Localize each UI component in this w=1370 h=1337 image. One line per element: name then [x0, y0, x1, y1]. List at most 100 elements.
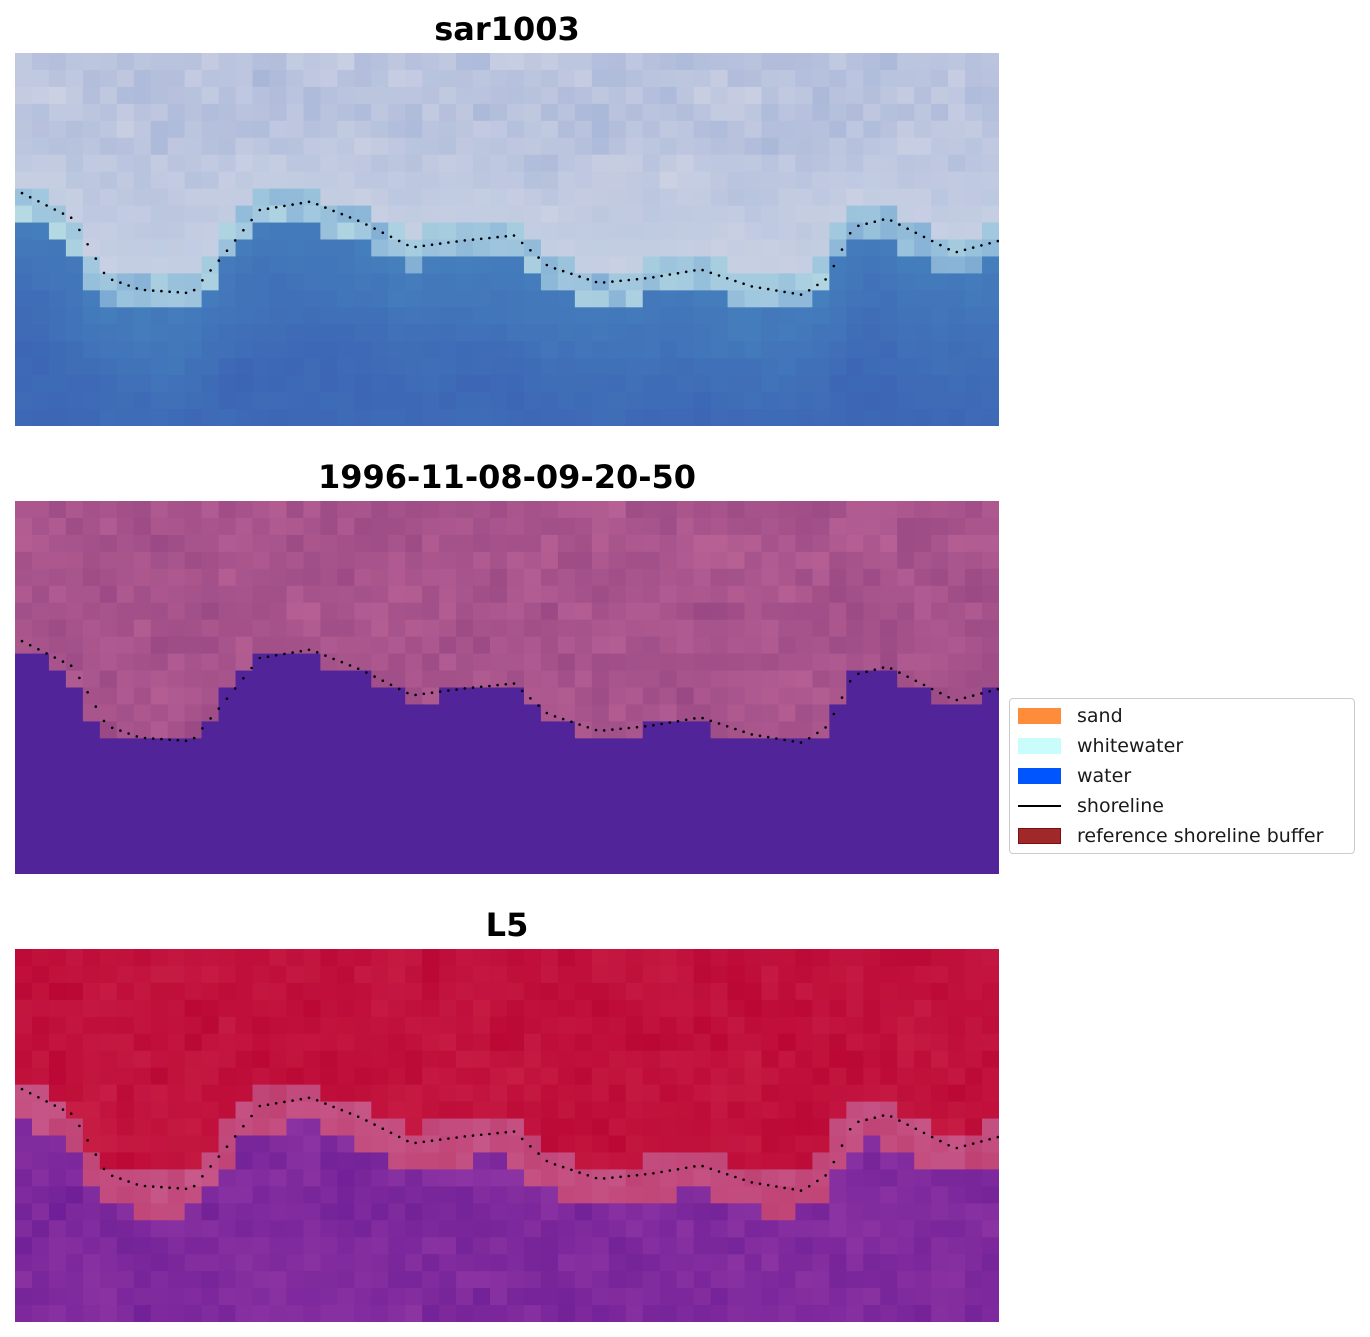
shoreline-point [168, 738, 171, 741]
shoreline-point [996, 239, 999, 243]
shoreline-point [45, 652, 48, 655]
legend-item-water: water [1018, 764, 1131, 788]
shoreline-point [988, 690, 991, 693]
shoreline-point [488, 1132, 491, 1136]
water-swatch [1018, 768, 1061, 784]
shoreline-point [898, 1119, 901, 1122]
shoreline-point [537, 256, 540, 259]
shoreline-point [324, 206, 327, 209]
shoreline-point [611, 728, 614, 731]
shoreline-point [45, 204, 48, 207]
shoreline-point [947, 1143, 950, 1147]
shoreline-point [873, 668, 877, 671]
shoreline-point [971, 1142, 975, 1145]
shoreline-point [110, 278, 114, 282]
shoreline-point [684, 718, 688, 722]
shoreline-point [939, 691, 942, 695]
shoreline-point [693, 1165, 696, 1168]
shoreline-point [586, 278, 590, 281]
shoreline-point [274, 206, 278, 209]
shoreline-point [266, 207, 270, 210]
shoreline-point [479, 237, 483, 241]
shoreline-point [340, 212, 344, 216]
shoreline-point [742, 730, 745, 733]
shoreline-point [389, 683, 393, 687]
shoreline-point [561, 1165, 565, 1169]
shoreline-point [78, 228, 81, 232]
legend-label: water [1077, 765, 1132, 787]
shoreline-point [840, 248, 844, 251]
shoreline-point [406, 1139, 409, 1143]
shoreline-point [717, 722, 721, 725]
shoreline-point [709, 1167, 713, 1171]
shoreline-point [578, 1171, 581, 1174]
shoreline-point [422, 1140, 426, 1144]
shoreline-point [930, 687, 934, 691]
shoreline-point [447, 1137, 450, 1140]
whitewater-swatch [1018, 738, 1061, 754]
shoreline-point [742, 1178, 745, 1181]
shoreline-point [86, 1139, 89, 1142]
shoreline-point [160, 737, 163, 741]
shoreline-point [561, 717, 565, 721]
shoreline-point [775, 1185, 778, 1188]
shoreline-point [512, 1130, 516, 1133]
legend-item-reference-buffer: reference shoreline buffer [1018, 824, 1323, 848]
shoreline-point [914, 1127, 918, 1131]
panel-title-index: L5 [485, 906, 529, 944]
shoreline-point [504, 235, 508, 238]
shoreline-point [299, 201, 303, 205]
shoreline-point [914, 679, 918, 683]
shoreline-point [955, 698, 959, 702]
shoreline-point [734, 279, 737, 283]
shoreline-point [471, 238, 475, 241]
shoreline-point [78, 676, 81, 680]
shoreline-point [283, 652, 286, 656]
shoreline-point [299, 1097, 303, 1101]
shoreline-point [898, 671, 901, 674]
shoreline-point [135, 287, 139, 290]
shoreline-point [750, 1181, 754, 1184]
shoreline-point [102, 1167, 106, 1171]
shoreline-point [217, 259, 221, 262]
shoreline-point [947, 247, 950, 251]
shoreline-point [225, 697, 229, 700]
shoreline-point [881, 666, 885, 669]
shoreline-point [824, 726, 827, 729]
shoreline-point [643, 725, 647, 728]
shoreline-point [332, 657, 335, 661]
shoreline-point [135, 1183, 139, 1186]
shoreline-point [766, 1183, 770, 1187]
shoreline-point [570, 720, 573, 724]
shoreline-point [373, 227, 376, 230]
shoreline-point [848, 679, 852, 683]
shoreline-point [824, 278, 827, 281]
shoreline-point [955, 250, 959, 254]
shoreline-point [791, 739, 795, 743]
shoreline-point [914, 231, 918, 235]
shoreline-point [627, 278, 631, 282]
shoreline-point [889, 667, 893, 670]
shoreline-point [455, 1136, 458, 1139]
shoreline-point [225, 249, 229, 252]
legend: sand whitewater water shoreline referenc… [1009, 698, 1355, 854]
shoreline-point [676, 271, 680, 275]
shoreline-point [143, 288, 147, 292]
shoreline-point [332, 1105, 335, 1109]
shoreline-point [176, 738, 180, 742]
shoreline-point [873, 1116, 877, 1119]
shoreline-point [365, 223, 368, 226]
shoreline-point [479, 1133, 483, 1137]
shoreline-point [291, 203, 294, 206]
shoreline-point [496, 683, 499, 687]
shoreline-point [594, 1176, 598, 1180]
shoreline-point [717, 1170, 721, 1173]
shoreline-point [86, 691, 89, 694]
shoreline-point [635, 1173, 639, 1177]
shoreline-point [750, 733, 754, 736]
shoreline-point [348, 216, 352, 219]
shoreline-point [61, 660, 65, 663]
shoreline-point [225, 1145, 229, 1148]
shoreline-point [873, 220, 877, 223]
shoreline-point [947, 695, 950, 699]
